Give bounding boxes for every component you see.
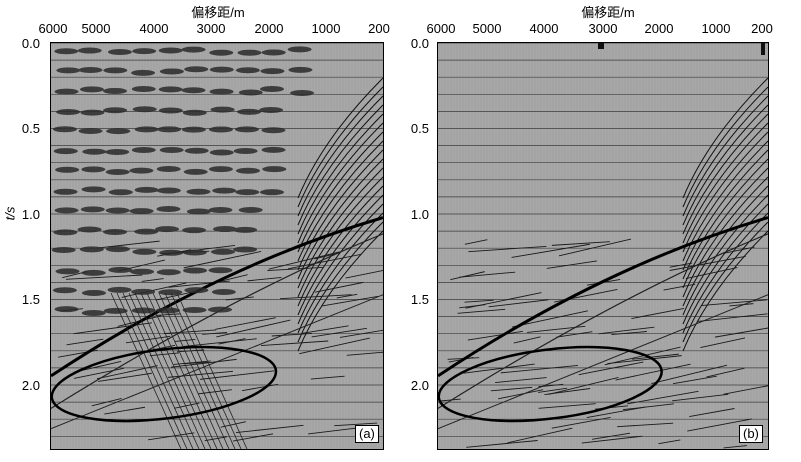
y-tick: 2.0 <box>21 378 40 393</box>
y-tick: 1.0 <box>21 207 40 222</box>
y-tick: 0.0 <box>410 36 429 51</box>
x-tick: 1000 <box>311 21 341 36</box>
y-tick: 0.0 <box>21 36 40 51</box>
y-tick: 2.0 <box>410 378 429 393</box>
seismic-section-b <box>437 42 769 450</box>
x-tick: 4000 <box>529 21 559 36</box>
y-tick: 1.5 <box>410 292 429 307</box>
y-tick: 0.5 <box>410 121 429 136</box>
x-tick: 2000 <box>644 21 674 36</box>
x-tick: 3000 <box>196 21 226 36</box>
x-tick: 2000 <box>254 21 284 36</box>
panel-label: (b) <box>739 425 763 443</box>
x-tick: 200 <box>751 21 773 36</box>
y-axis-title: t/s <box>2 206 18 221</box>
y-tick: 1.0 <box>410 207 429 222</box>
seismic-image-b <box>438 43 768 449</box>
x-tick: 4000 <box>139 21 169 36</box>
y-tick: 0.5 <box>21 121 40 136</box>
panel-a: 偏移距/m 6000 5000 4000 3000 2000 1000 200 … <box>0 0 395 462</box>
x-axis-title: 偏移距/m <box>581 5 635 20</box>
seismic-image-a <box>51 43 383 449</box>
x-tick: 5000 <box>81 21 111 36</box>
x-tick: 6000 <box>38 21 68 36</box>
panel-b: 偏移距/m 6000 5000 4000 3000 2000 1000 200 … <box>395 0 801 462</box>
x-tick: 5000 <box>472 21 502 36</box>
x-tick: 1000 <box>701 21 731 36</box>
x-tick: 3000 <box>588 21 618 36</box>
x-tick: 200 <box>368 21 390 36</box>
panel-label: (a) <box>355 425 379 443</box>
y-tick: 1.5 <box>21 292 40 307</box>
x-axis-title: 偏移距/m <box>191 5 245 20</box>
seismic-section-a <box>50 42 384 450</box>
x-tick: 6000 <box>426 21 456 36</box>
